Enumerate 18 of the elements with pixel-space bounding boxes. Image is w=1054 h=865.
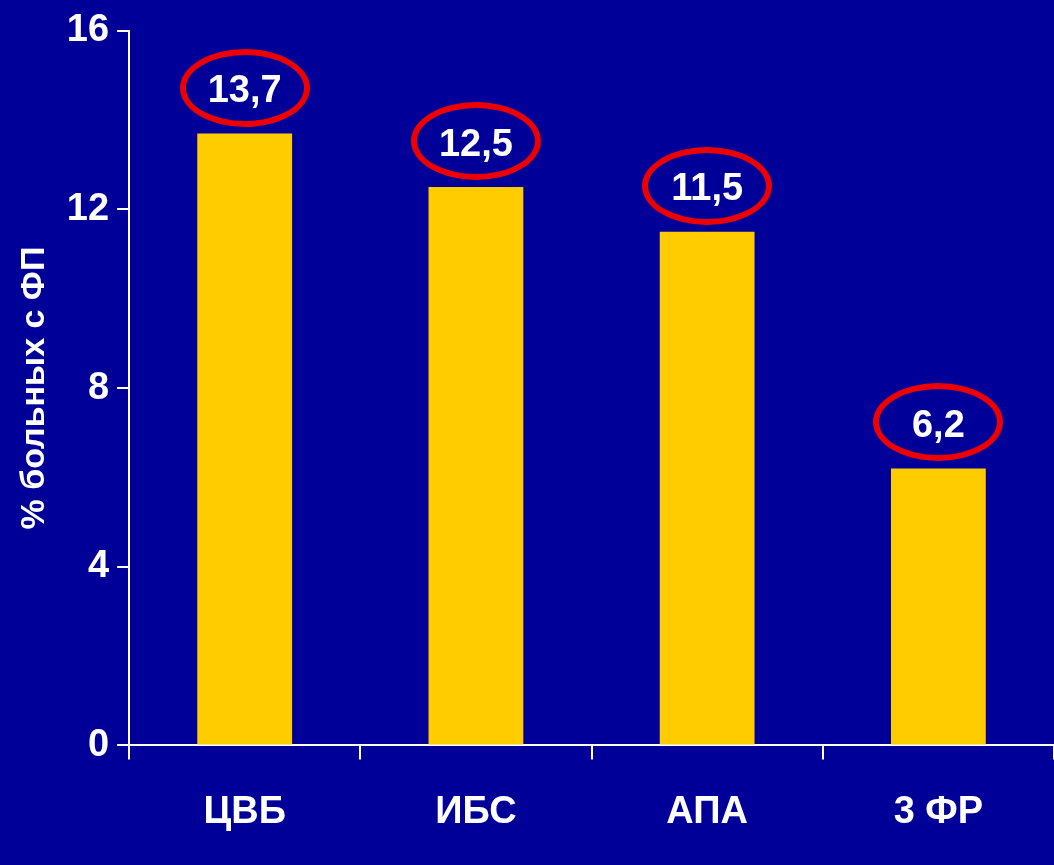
data-label: 6,2 (911, 402, 965, 445)
bar (890, 468, 986, 745)
x-tick-label: ИБС (435, 788, 517, 831)
x-tick-label: 3 ФР (893, 788, 984, 831)
data-label: 13,7 (207, 68, 282, 111)
y-tick-label: 12 (66, 185, 110, 228)
y-tick-label: 0 (87, 721, 110, 764)
data-label: 11,5 (671, 166, 744, 209)
bar (428, 187, 524, 745)
x-tick-label: АПА (666, 788, 748, 831)
bar (197, 133, 293, 745)
y-axis-title: % больных с ФП (12, 246, 51, 530)
bar (659, 231, 755, 745)
x-tick-label: ЦВБ (203, 788, 286, 831)
data-label: 12,5 (438, 121, 513, 164)
y-tick-label: 8 (87, 364, 110, 407)
y-tick-label: 16 (66, 7, 110, 50)
y-tick-label: 4 (87, 543, 110, 586)
